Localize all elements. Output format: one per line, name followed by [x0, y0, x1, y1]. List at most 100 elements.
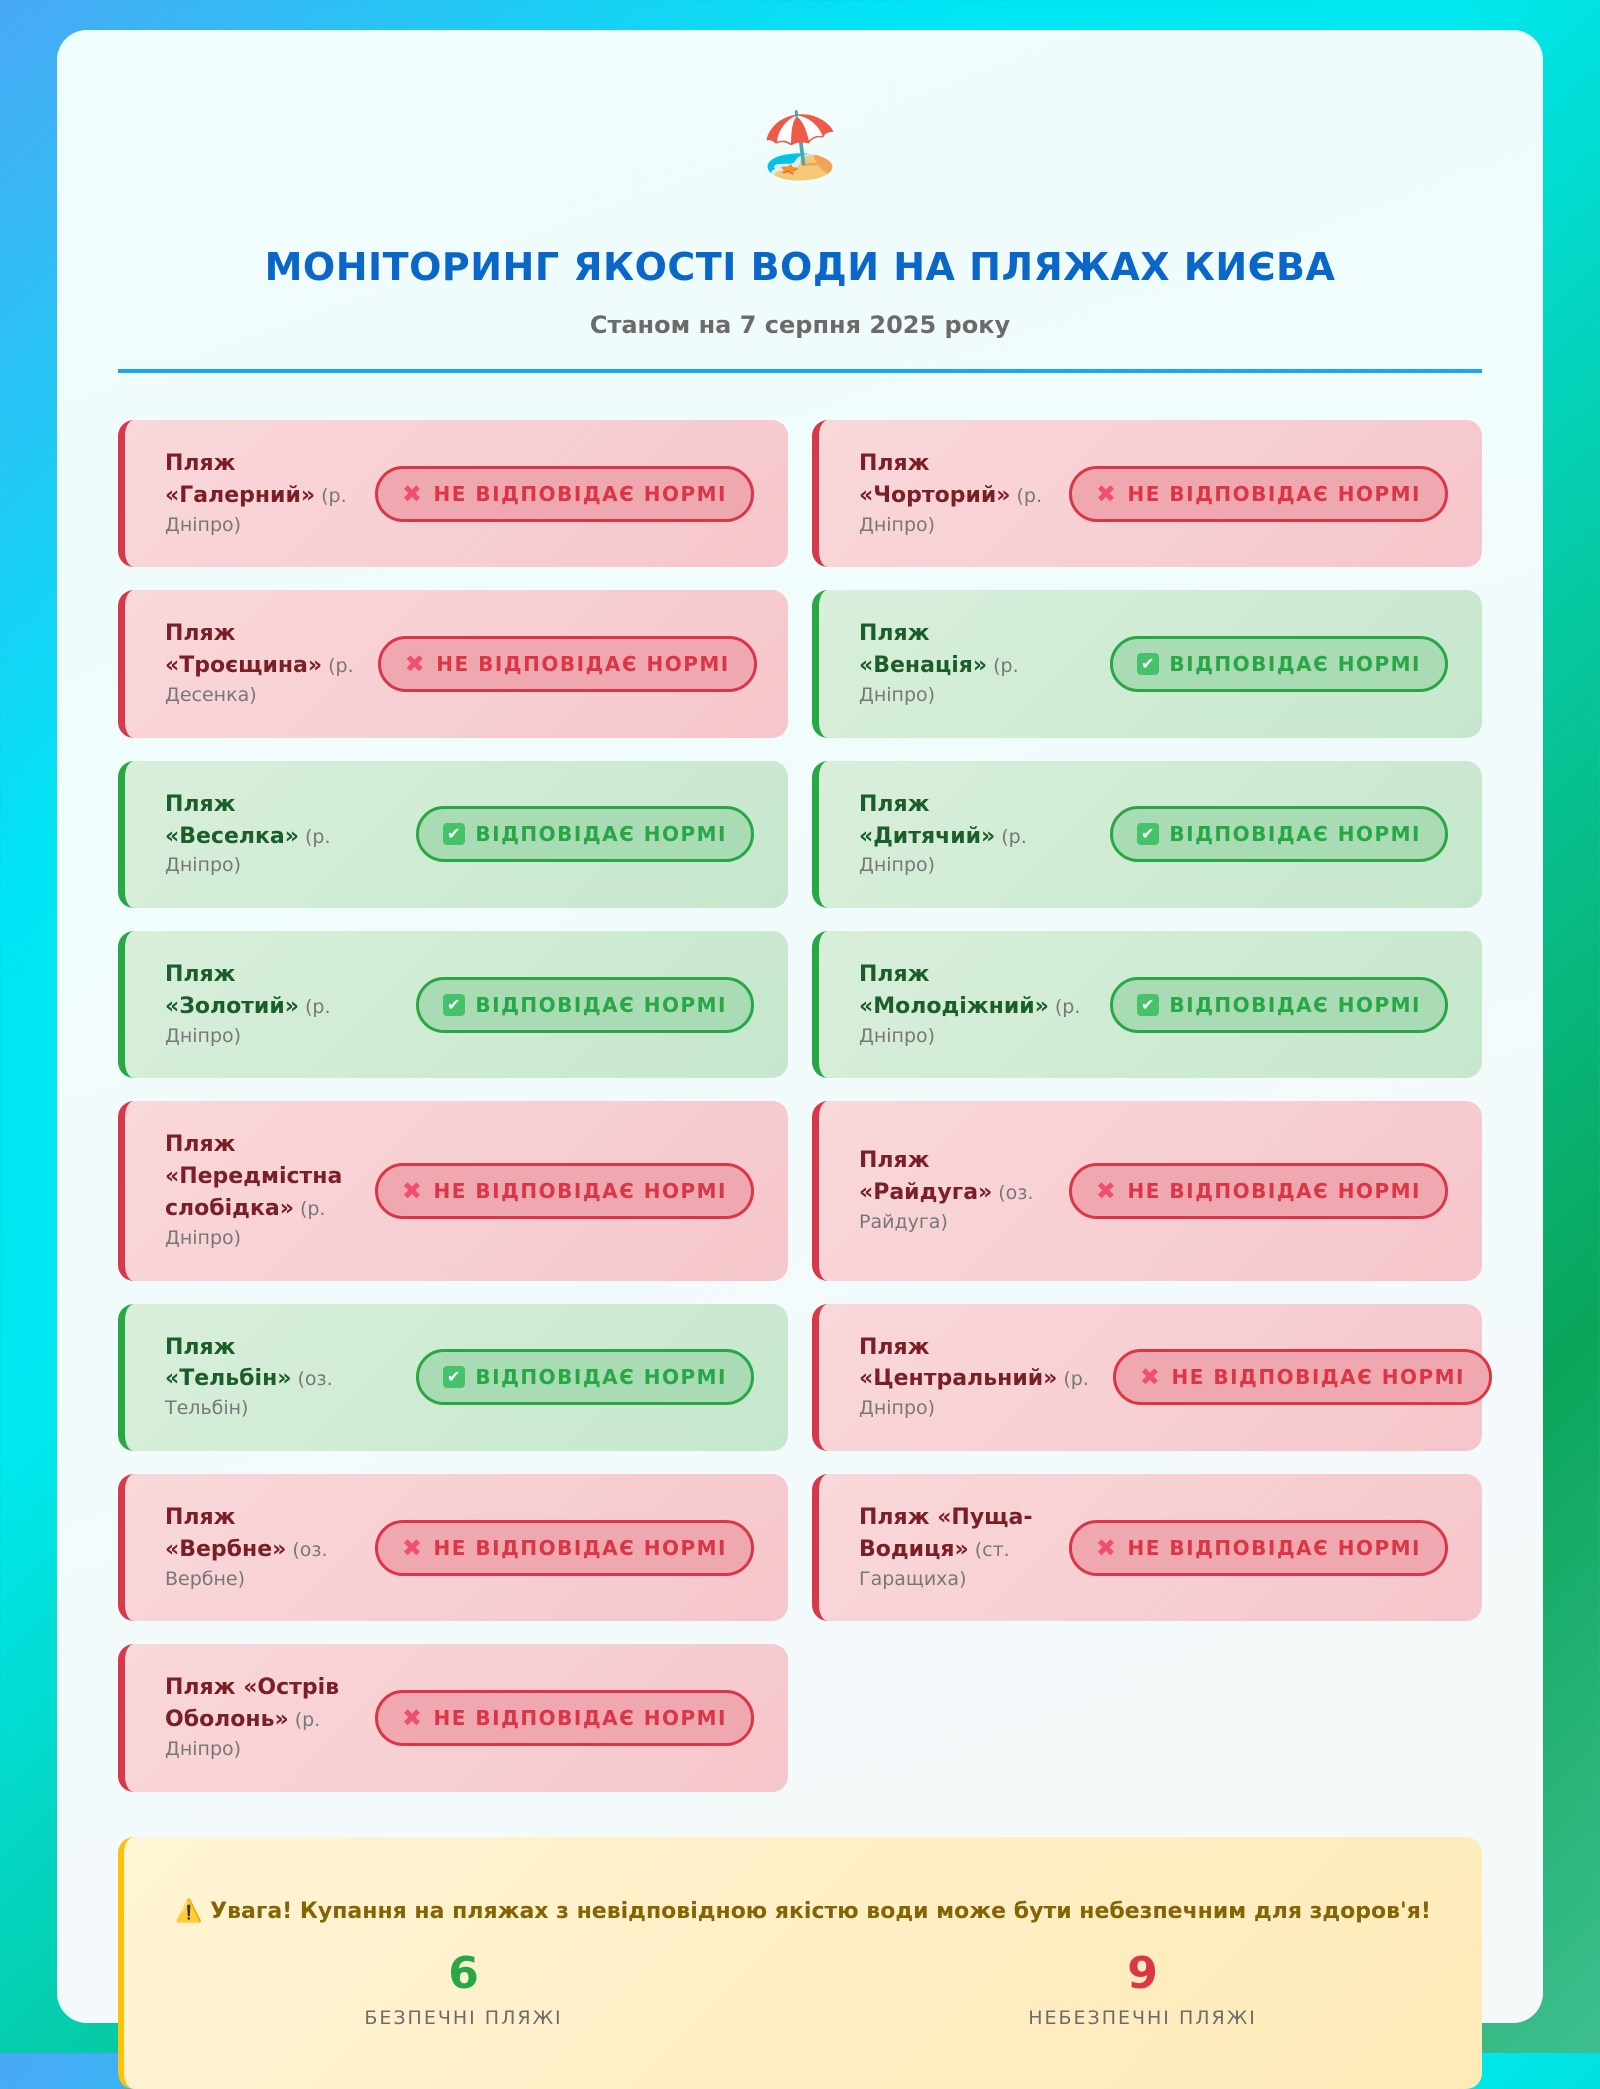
beach-card: Пляж «Галерний» (р. Дніпро) ✖ НЕ ВІДПОВІДА…: [118, 420, 788, 568]
summary-panel: ⚠️ Увага! Купання на пляжах з невідповід…: [118, 1836, 1482, 2089]
beach-name: Пляж «Троєщина»: [165, 621, 323, 679]
page-subtitle: Станом на 7 серпня 2025 року: [589, 311, 1011, 339]
cross-icon: ✖: [1095, 1533, 1118, 1562]
status-label: ВІДПОВІДАЄ НОРМІ: [475, 822, 727, 847]
beach-location: (оз. Тельбін): [165, 1368, 333, 1420]
beach-card: Пляж «Райдуга» (оз. Райдуга) ✖ НЕ ВІДПОВІД…: [812, 1101, 1482, 1281]
beach-location: (р. Дніпро): [165, 484, 347, 536]
beach-list: Пляж «Галерний» (р. Дніпро) ✖ НЕ ВІДПОВІДА…: [118, 420, 1492, 1792]
status-label: НЕ ВІДПОВІДАЄ НОРМІ: [1171, 1365, 1465, 1390]
beach-name: Пляж «Дитячий»: [859, 791, 996, 849]
beach-location: (р. Дніпро): [165, 1709, 321, 1760]
status-badge: ✖ НЕ ВІДПОВІДАЄ НОРМІ: [1068, 465, 1448, 522]
cross-icon: ✖: [401, 479, 424, 508]
beach-location: (р. Дніпро): [859, 995, 1081, 1047]
status-label: НЕ ВІДПОВІДАЄ НОРМІ: [1127, 481, 1421, 506]
beach-location: (р. Дніпро): [859, 825, 1027, 877]
beach-info: Пляж «Райдуга» (оз. Райдуга): [859, 1145, 1069, 1236]
status-badge: ✔ ВІДПОВІДАЄ НОРМІ: [1110, 806, 1448, 863]
warning-icon: ⚠️: [175, 1898, 203, 1924]
beach-card: Пляж «Центральний» (р. Дніпро) ✖ НЕ ВІДПОВ…: [812, 1303, 1492, 1451]
unsafe-count: 9: [1127, 1947, 1158, 1999]
beach-location: (ст. Гаращиха): [859, 1538, 1010, 1590]
beach-location: (р. Десенка): [165, 655, 354, 707]
safe-count: 6: [448, 1947, 479, 1999]
beach-info: Пляж «Чорторий» (р. Дніпро): [859, 448, 1069, 539]
beach-name: Пляж «Галерний»: [165, 451, 316, 508]
beach-name: Пляж «Райдуга»: [859, 1148, 993, 1206]
beach-card: Пляж «Чорторий» (р. Дніпро) ✖ НЕ ВІДПОВІДА…: [812, 420, 1482, 568]
status-label: НЕ ВІДПОВІДАЄ НОРМІ: [1127, 1178, 1421, 1203]
status-badge: ✔ ВІДПОВІДАЄ НОРМІ: [1110, 976, 1448, 1033]
beach-location: (р. Дніпро): [165, 1198, 326, 1249]
status-label: НЕ ВІДПОВІДАЄ НОРМІ: [433, 1705, 727, 1730]
beach-info: Пляж «Дитячий» (р. Дніпро): [859, 789, 1110, 880]
beach-info: Пляж «Центральний» (р. Дніпро): [859, 1332, 1113, 1423]
beach-name: Пляж «Пуща-Водиця»: [859, 1504, 1033, 1562]
status-badge: ✖ НЕ ВІДПОВІДАЄ НОРМІ: [374, 1519, 754, 1576]
beach-name: Пляж «Передмістна слобідка»: [165, 1132, 343, 1222]
beach-card: Пляж «Острів Оболонь» (р. Дніпро) ✖ НЕ ВІД…: [118, 1644, 788, 1792]
safe-stat: 6 БЕЗПЕЧНІ ПЛЯЖІ: [124, 1948, 803, 2029]
beach-location: (оз. Райдуга): [859, 1182, 1034, 1234]
beach-location: (оз. Вербне): [165, 1538, 328, 1590]
beach-card: Пляж «Золотий» (р. Дніпро) ✔ ВІДПОВІДАЄ НО…: [118, 930, 788, 1079]
status-label: НЕ ВІДПОВІДАЄ НОРМІ: [433, 1535, 727, 1560]
beach-location: (р. Дніпро): [859, 655, 1019, 707]
beach-card: Пляж «Дитячий» (р. Дніпро) ✔ ВІДПОВІДАЄ НО…: [812, 760, 1482, 908]
status-label: НЕ ВІДПОВІДАЄ НОРМІ: [433, 481, 727, 506]
cross-icon: ✖: [1095, 479, 1118, 508]
check-icon: ✔: [443, 823, 466, 846]
cross-icon: ✖: [401, 1703, 424, 1732]
status-badge: ✖ НЕ ВІДПОВІДАЄ НОРМІ: [374, 465, 754, 522]
status-label: НЕ ВІДПОВІДАЄ НОРМІ: [1127, 1535, 1421, 1560]
beach-name: Пляж «Центральний»: [859, 1334, 1058, 1392]
beach-info: Пляж «Галерний» (р. Дніпро): [165, 448, 375, 539]
beach-name: Пляж «Острів Оболонь»: [165, 1675, 340, 1733]
beach-card: Пляж «Тельбін» (оз. Тельбін) ✔ ВІДПОВІДАЄ …: [118, 1303, 788, 1451]
check-icon: ✔: [1137, 993, 1160, 1016]
status-badge: ✔ ВІДПОВІДАЄ НОРМІ: [1110, 635, 1448, 692]
beach-card: Пляж «Вербне» (оз. Вербне) ✖ НЕ ВІДПОВІДАЄ…: [118, 1473, 788, 1622]
status-badge: ✖ НЕ ВІДПОВІДАЄ НОРМІ: [1068, 1519, 1448, 1576]
beach-card: Пляж «Пуща-Водиця» (ст. Гаращиха) ✖ НЕ ВІД…: [812, 1473, 1482, 1622]
status-label: НЕ ВІДПОВІДАЄ НОРМІ: [436, 651, 730, 676]
beach-info: Пляж «Тельбін» (оз. Тельбін): [165, 1332, 416, 1423]
cross-icon: ✖: [1139, 1363, 1162, 1392]
status-label: ВІДПОВІДАЄ НОРМІ: [475, 992, 727, 1017]
beach-name: Пляж «Тельбін»: [165, 1334, 292, 1392]
beach-name: Пляж «Молодіжний»: [859, 961, 1049, 1019]
beach-info: Пляж «Троєщина» (р. Десенка): [165, 618, 378, 709]
beach-info: Пляж «Пуща-Водиця» (ст. Гаращиха): [859, 1502, 1069, 1593]
beach-name: Пляж «Чорторий»: [859, 451, 1011, 508]
page-title: МОНІТОРИНГ ЯКОСТІ ВОДИ НА ПЛЯЖАХ КИЄВА: [264, 245, 1336, 289]
beach-info: Пляж «Острів Оболонь» (р. Дніпро): [165, 1672, 375, 1763]
status-label: ВІДПОВІДАЄ НОРМІ: [1169, 822, 1421, 847]
beach-card: Пляж «Передмістна слобідка» (р. Дніпро) ✖…: [118, 1101, 788, 1281]
beach-info: Пляж «Золотий» (р. Дніпро): [165, 959, 416, 1050]
beach-info: Пляж «Передмістна слобідка» (р. Дніпро): [165, 1129, 375, 1252]
cross-icon: ✖: [401, 1533, 424, 1562]
beach-info: Пляж «Молодіжний» (р. Дніпро): [859, 959, 1110, 1050]
cross-icon: ✖: [1095, 1176, 1118, 1205]
check-icon: ✔: [1137, 652, 1160, 675]
safe-label: БЕЗПЕЧНІ ПЛЯЖІ: [364, 2006, 563, 2029]
beach-card: Пляж «Веселка» (р. Дніпро) ✔ ВІДПОВІДАЄ НО…: [118, 760, 788, 908]
status-badge: ✖ НЕ ВІДПОВІДАЄ НОРМІ: [377, 635, 757, 692]
status-label: ВІДПОВІДАЄ НОРМІ: [1169, 992, 1421, 1017]
cross-icon: ✖: [401, 1176, 424, 1205]
unsafe-label: НЕБЕЗПЕЧНІ ПЛЯЖІ: [1028, 2006, 1257, 2029]
status-label: НЕ ВІДПОВІДАЄ НОРМІ: [433, 1178, 727, 1203]
beach-info: Пляж «Венація» (р. Дніпро): [859, 618, 1110, 709]
cross-icon: ✖: [404, 649, 427, 678]
check-icon: ✔: [443, 993, 466, 1016]
beach-name: Пляж «Вербне»: [165, 1504, 287, 1562]
status-badge: ✔ ВІДПОВІДАЄ НОРМІ: [416, 976, 754, 1033]
beach-info: Пляж «Веселка» (р. Дніпро): [165, 789, 416, 880]
unsafe-stat: 9 НЕБЕЗПЕЧНІ ПЛЯЖІ: [803, 1948, 1482, 2029]
status-label: ВІДПОВІДАЄ НОРМІ: [475, 1365, 727, 1390]
beach-location: (р. Дніпро): [165, 995, 331, 1047]
check-icon: ✔: [443, 1366, 466, 1389]
warning-text: Увага! Купання на пляжах з невідповідною…: [210, 1898, 1431, 1924]
beach-location: (р. Дніпро): [859, 1368, 1089, 1420]
